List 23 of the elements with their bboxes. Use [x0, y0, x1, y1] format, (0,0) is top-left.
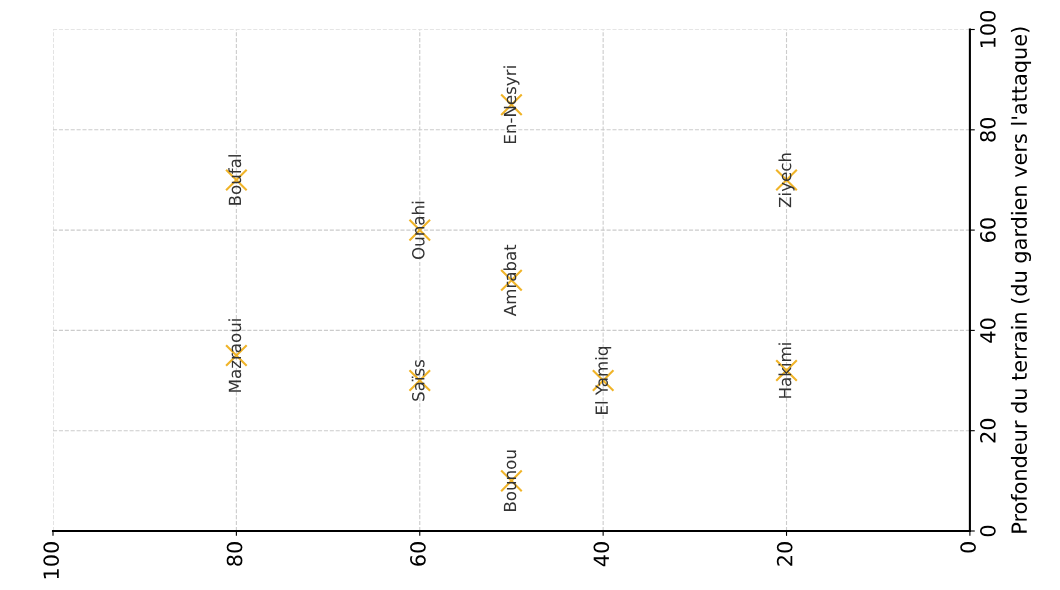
annotation: Saïss [411, 359, 425, 401]
x-tick-label: 40 [593, 542, 610, 567]
annotation: En-Nesyri [503, 66, 520, 144]
annotation: Mazraoui [228, 319, 242, 392]
x-tick-label: 0 [960, 542, 976, 553]
x-tick-label: 80 [226, 542, 243, 566]
annotation: Amrabat [503, 244, 517, 317]
annotation: Ziyech [778, 153, 795, 208]
annotation: Boufal [228, 155, 242, 205]
y-tick-label: 20 [979, 418, 996, 443]
y-tick-label: 80 [979, 117, 996, 142]
y-tick-label: 0 [979, 525, 996, 537]
x-tick-label: 100 [43, 542, 60, 579]
x-tick-label: 20 [776, 542, 793, 566]
y-tick-label: 100 [979, 11, 996, 48]
annotation: El Yamiq [595, 347, 612, 414]
annotation: Ounahi [411, 201, 425, 259]
annotation: Bounou [503, 450, 517, 511]
y-axis-title: Profondeur du terrain (du gardien vers l'attaque) [1010, 27, 1032, 533]
x-tick-label: 60 [410, 542, 426, 566]
annotation: Hakimi [778, 343, 792, 398]
y-tick-label: 40 [979, 318, 996, 343]
y-tick-label: 60 [979, 218, 996, 242]
